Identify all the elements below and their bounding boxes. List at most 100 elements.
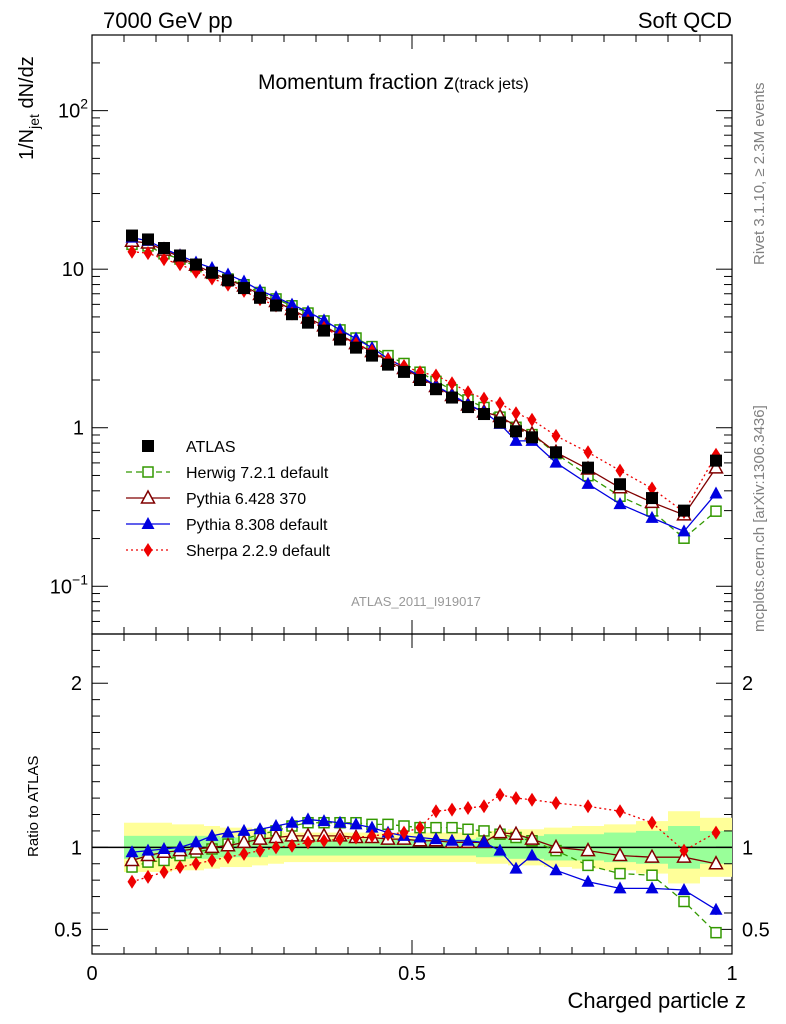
- y-axis-label-main: 1/Njet dN/dz: [16, 56, 42, 160]
- ratio-point-sherpa-2-2-9-default: [495, 787, 505, 802]
- x-tick-label: 1: [726, 963, 737, 985]
- point-atlas: [414, 374, 426, 387]
- ratio-point-pythia-8-308-default: [317, 814, 331, 827]
- legend-label-herwig-7-2-1-default: Herwig 7.2.1 default: [186, 465, 329, 482]
- point-pythia-8-308-default: [317, 313, 331, 326]
- ratio-point-sherpa-2-2-9-default: [463, 800, 473, 815]
- ratio-point-sherpa-2-2-9-default: [351, 830, 361, 845]
- legend-label-pythia-6-428-370: Pythia 6.428 370: [186, 491, 306, 508]
- point-atlas: [350, 341, 362, 354]
- main-series: [124, 229, 724, 544]
- ratio-point-pythia-8-308-default: [709, 902, 723, 915]
- ratio-point-sherpa-2-2-9-default: [319, 833, 329, 848]
- point-sherpa-2-2-9-default: [647, 481, 657, 496]
- point-atlas: [678, 504, 690, 517]
- x-tick-label: 0: [86, 963, 97, 985]
- ratio-y-tick-label: 1: [71, 837, 82, 859]
- point-atlas: [430, 383, 442, 396]
- ratio-point-sherpa-2-2-9-default: [239, 846, 249, 861]
- ratio-point-herwig-7-2-1-default: [614, 867, 626, 880]
- point-atlas: [206, 266, 218, 279]
- ratio-point-pythia-6-428-370: [580, 842, 596, 857]
- point-pythia-8-308-default: [581, 476, 595, 489]
- point-atlas: [382, 358, 394, 371]
- ratio-point-herwig-7-2-1-default: [646, 869, 658, 881]
- ratio-point-pythia-8-308-default: [445, 833, 459, 846]
- x-tick-label: 0.5: [398, 963, 426, 985]
- ratio-point-pythia-8-308-default: [253, 822, 267, 835]
- point-pythia-8-308-default: [269, 290, 283, 303]
- point-sherpa-2-2-9-default: [431, 368, 441, 383]
- plot-title: Momentum fraction z(track jets): [258, 71, 529, 94]
- ratio-point-pythia-8-308-default: [221, 825, 235, 838]
- ratio-point-sherpa-2-2-9-default: [287, 838, 297, 853]
- ratio-point-sherpa-2-2-9-default: [399, 825, 409, 840]
- ratio-point-sherpa-2-2-9-default: [383, 827, 393, 842]
- point-pythia-8-308-default: [285, 297, 299, 310]
- ratio-point-pythia-8-308-default: [285, 815, 299, 828]
- point-pythia-8-308-default: [709, 486, 723, 499]
- ratio-point-pythia-6-428-370: [124, 851, 140, 867]
- header-right: Soft QCD: [638, 8, 732, 33]
- ratio-point-pythia-6-428-370: [644, 848, 660, 863]
- legend-marker-pythia-8-308-default: [141, 517, 155, 529]
- mcplots-label: mcplots.cern.ch [arXiv:1306.3436]: [751, 405, 768, 632]
- point-atlas: [366, 349, 378, 362]
- ratio-point-sherpa-2-2-9-default: [511, 791, 521, 806]
- ratio-point-sherpa-2-2-9-default: [143, 869, 153, 884]
- legend-marker-herwig-7-2-1-default: [142, 466, 154, 478]
- point-pythia-8-308-default: [677, 524, 691, 537]
- legend-marker-pythia-6-428-370: [140, 489, 156, 504]
- legend: ATLAS Herwig 7.2.1 default Pythia 6.428 37…: [126, 439, 331, 560]
- point-sherpa-2-2-9-default: [527, 412, 537, 427]
- ratio-point-pythia-8-308-default: [157, 841, 171, 854]
- ratio-point-sherpa-2-2-9-default: [303, 835, 313, 850]
- ratio-y-tick-label-right: 2: [742, 673, 753, 695]
- point-sherpa-2-2-9-default: [479, 391, 489, 406]
- ratio-series: [124, 787, 724, 939]
- ratio-point-pythia-8-308-default: [429, 832, 443, 845]
- ratio-point-sherpa-2-2-9-default: [127, 874, 137, 889]
- point-pythia-6-428-370: [708, 459, 724, 474]
- point-atlas: [222, 274, 234, 287]
- ratio-point-sherpa-2-2-9-default: [679, 843, 689, 858]
- point-atlas: [510, 425, 522, 438]
- ratio-uncertainty-band: [92, 811, 732, 884]
- point-sherpa-2-2-9-default: [511, 406, 521, 421]
- header-left: 7000 GeV pp: [103, 8, 233, 33]
- ratio-y-tick-label-right: 0.5: [742, 919, 770, 941]
- point-sherpa-2-2-9-default: [127, 244, 137, 259]
- x-axis-label: Charged particle z: [567, 988, 746, 1013]
- point-atlas: [526, 431, 538, 444]
- point-atlas: [270, 299, 282, 312]
- ratio-point-pythia-8-308-default: [269, 819, 283, 831]
- point-atlas: [550, 446, 562, 459]
- ratio-point-sherpa-2-2-9-default: [583, 799, 593, 814]
- ratio-point-sherpa-2-2-9-default: [191, 856, 201, 871]
- y-tick-label: 1: [73, 418, 84, 440]
- ratio-point-pythia-6-428-370: [492, 823, 508, 839]
- ratio-plot-frame: [91, 633, 733, 955]
- ratio-point-pythia-8-308-default: [237, 823, 251, 836]
- point-sherpa-2-2-9-default: [143, 246, 153, 261]
- legend-label-pythia-8-308-default: Pythia 8.308 default: [186, 517, 328, 534]
- ratio-point-pythia-8-308-default: [493, 843, 507, 856]
- ratio-point-sherpa-2-2-9-default: [175, 860, 185, 875]
- ratio-point-sherpa-2-2-9-default: [255, 843, 265, 858]
- ratio-point-sherpa-2-2-9-default: [223, 850, 233, 865]
- ratio-point-pythia-6-428-370: [612, 846, 628, 862]
- ratio-point-pythia-8-308-default: [141, 843, 155, 856]
- point-atlas: [462, 401, 474, 414]
- point-sherpa-2-2-9-default: [463, 385, 473, 400]
- ratio-y-tick-label: 0.5: [54, 919, 82, 941]
- point-pythia-8-308-default: [549, 455, 563, 468]
- ratio-point-sherpa-2-2-9-default: [207, 853, 217, 868]
- main-axis-ticks: 10−1 1 10 102: [50, 34, 733, 635]
- point-atlas: [334, 333, 346, 346]
- legend-label-atlas: ATLAS: [186, 439, 236, 456]
- ratio-axis-ticks: 0 0.5 10.5 0.51 12 2: [54, 634, 770, 985]
- point-pythia-8-308-default: [509, 433, 523, 446]
- point-sherpa-2-2-9-default: [495, 396, 505, 411]
- legend-marker-sherpa-2-2-9-default: [143, 543, 153, 557]
